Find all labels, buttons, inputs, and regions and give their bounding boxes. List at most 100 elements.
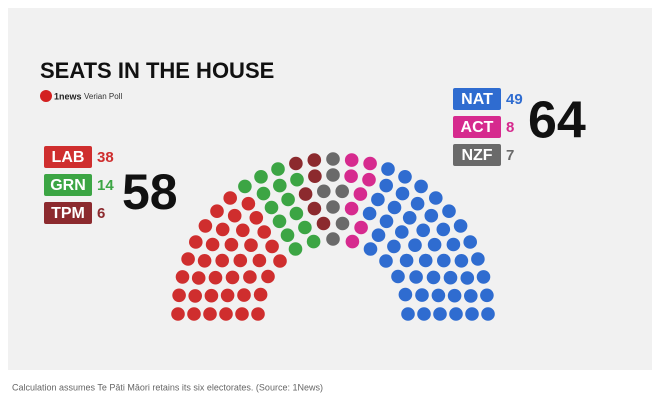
seat [442,204,456,218]
seat [265,239,279,254]
seat [187,307,201,321]
seat [172,288,186,303]
seat [465,307,479,321]
seat [298,187,313,201]
party-badge [453,144,501,166]
seat [436,222,451,237]
logo: 1news [54,91,82,101]
seat [398,287,413,302]
seat [210,204,224,218]
seat [241,196,256,211]
seat [317,184,331,199]
seat [243,270,257,284]
seat [481,307,495,321]
seat [208,270,223,285]
seat [471,252,485,266]
seat [264,200,279,215]
party-badge [44,146,92,168]
party-badge [453,116,501,138]
seat [273,178,287,193]
seat [215,253,229,268]
seat [175,270,190,284]
party-seats: 38 [97,149,114,166]
seat [235,307,249,321]
seat [399,253,414,268]
seat [326,200,340,214]
seat [189,235,203,249]
seat [298,220,312,235]
seat-arc [171,152,495,321]
party-badge [453,88,501,110]
seat [335,216,350,231]
seat [261,269,275,284]
seat [453,219,468,233]
seat [415,288,429,302]
party-seats: 49 [506,91,523,108]
seat [402,211,417,225]
seat [335,184,350,199]
seat [326,152,340,166]
seat [387,200,402,215]
seat [233,253,248,268]
seat [344,153,359,167]
seat [410,196,425,211]
seat [249,211,264,225]
seat [429,191,443,205]
bloc-total: 58 [122,164,178,220]
seat [379,178,394,193]
party-badge [44,174,92,196]
seat [431,288,446,303]
seat [443,270,458,285]
seat [198,219,213,233]
seat [414,179,428,194]
party-seats: 8 [506,119,514,136]
seat [215,222,230,237]
caption: Calculation assumes Te Pāti Māori retain… [12,382,323,392]
seat [238,179,252,194]
seat [316,216,331,231]
seat [271,162,285,176]
seat [254,170,268,184]
seat [224,237,239,252]
seat [181,252,195,266]
party-name: NZF [461,147,492,164]
party-seats: 14 [97,177,114,194]
logo-badge [40,90,52,102]
seat [306,234,321,249]
seat [280,228,295,242]
seat [398,170,412,184]
party-name: NAT [461,91,493,108]
seat [171,307,185,321]
seat [401,307,415,321]
seat [256,186,271,201]
seat [253,287,268,302]
seat [308,169,322,183]
seat [362,206,377,221]
seat [363,242,378,256]
seat [395,225,409,239]
seat [353,187,368,201]
seat [197,253,212,268]
chart-title: SEATS IN THE HOUSE [40,58,274,83]
seat [288,242,303,256]
seat [344,201,359,216]
seat [460,271,475,285]
seat [454,253,469,268]
seat [379,254,393,268]
seat [281,192,295,207]
seat [188,289,202,303]
seat [371,192,385,207]
seat [251,307,265,321]
seat [220,288,235,303]
seat [326,232,340,246]
seat [204,288,219,303]
seat [447,288,462,303]
seat [289,206,304,221]
seat [223,191,237,205]
seat [227,208,242,223]
seat [203,307,217,321]
seat [433,307,447,321]
seat [257,225,272,239]
seat [464,289,478,303]
